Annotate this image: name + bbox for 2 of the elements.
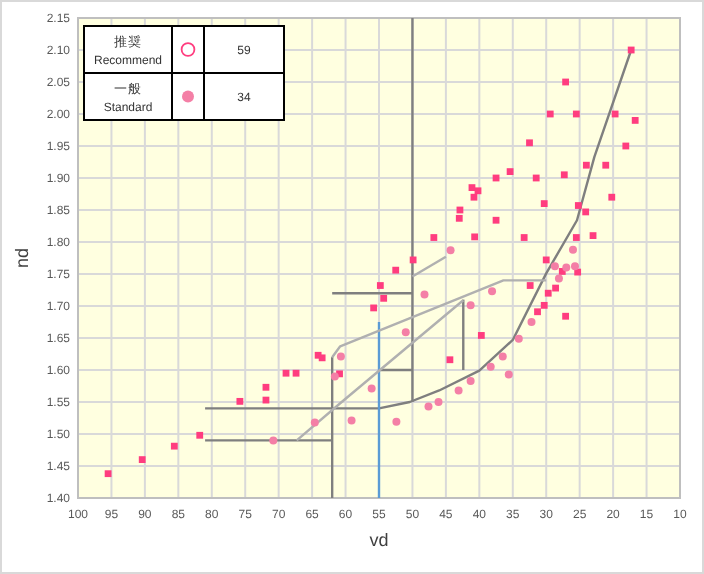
y-axis-title: nd [12,247,32,269]
x-axis-title: vd [369,530,389,550]
